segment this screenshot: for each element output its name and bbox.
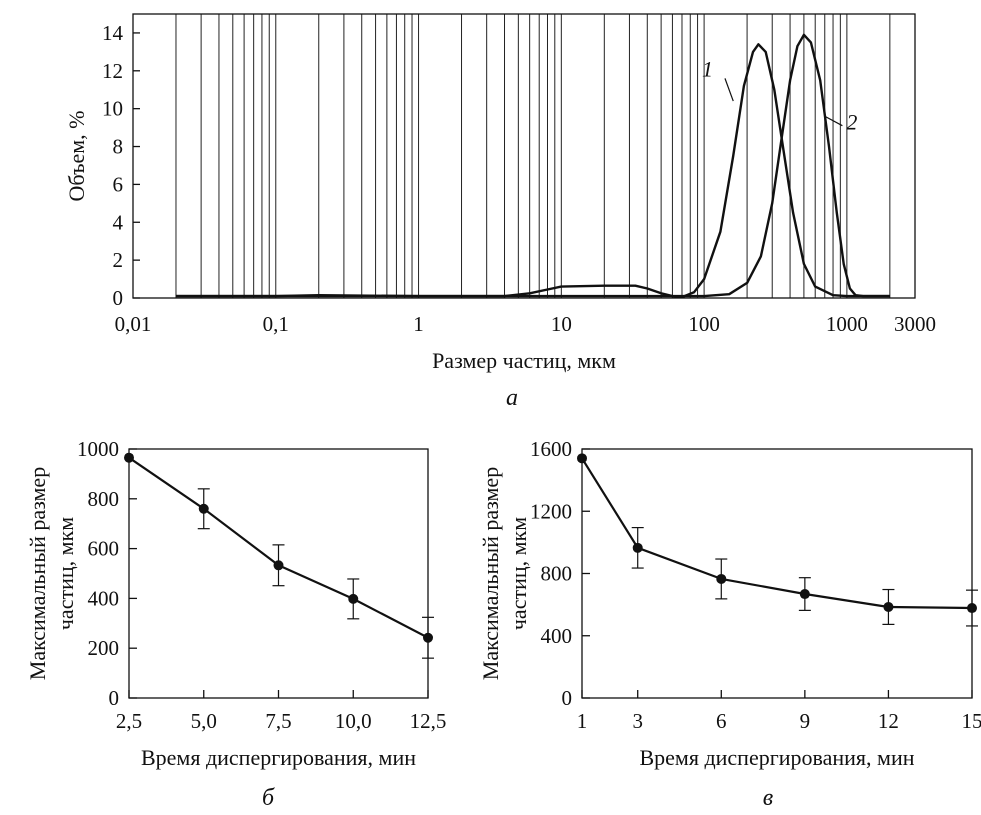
y-axis-label-line2: частиц, мкм bbox=[506, 517, 531, 630]
data-point bbox=[883, 601, 894, 612]
plot-frame bbox=[581, 448, 973, 699]
x-tick-label: 9 bbox=[800, 709, 811, 733]
y-axis-label: Максимальный размер частиц, мкм bbox=[25, 467, 78, 680]
y-axis-label: Максимальный размер частиц, мкм bbox=[478, 467, 531, 680]
panel-caption: б bbox=[262, 785, 275, 811]
x-axis-label: Время диспергирования, мин bbox=[141, 745, 416, 770]
curve-label-leader bbox=[824, 115, 843, 127]
x-tick-label: 2,5 bbox=[116, 709, 142, 733]
curve-label: 1 bbox=[702, 56, 713, 81]
data-point bbox=[967, 603, 977, 614]
series-line bbox=[176, 33, 890, 298]
y-tick-label: 8 bbox=[113, 135, 124, 159]
y-tick-label: 200 bbox=[88, 636, 120, 660]
data-point bbox=[348, 593, 359, 604]
y-axis-label-line1: Максимальный размер bbox=[478, 467, 503, 680]
plot-frame bbox=[132, 13, 916, 299]
x-axis-label: Размер частиц, мкм bbox=[432, 348, 616, 373]
curve-label-leader bbox=[724, 78, 734, 102]
data-point bbox=[632, 542, 643, 553]
x-tick-label: 1000 bbox=[826, 312, 868, 336]
data-point bbox=[577, 453, 587, 464]
y-tick-label: 800 bbox=[541, 562, 573, 586]
x-tick-label: 3000 bbox=[894, 312, 936, 336]
data-point bbox=[716, 573, 727, 584]
x-tick-label: 12,5 bbox=[410, 709, 447, 733]
y-tick-label: 0 bbox=[113, 286, 124, 310]
curve-label: 2 bbox=[846, 110, 857, 135]
y-tick-label: 1600 bbox=[530, 437, 572, 461]
data-point bbox=[198, 503, 209, 514]
chart-c: 0 400 800 1200 1600 1 3 6 9 12 15 Время диспергиров… bbox=[478, 437, 981, 811]
y-tick-label: 6 bbox=[113, 172, 124, 196]
y-axis-label-line2: частиц, мкм bbox=[53, 517, 78, 630]
data-point bbox=[423, 632, 433, 643]
x-tick-label: 12 bbox=[878, 709, 899, 733]
panel-caption: в bbox=[763, 785, 773, 811]
series-line bbox=[176, 43, 890, 299]
x-tick-label: 10 bbox=[551, 312, 572, 336]
y-tick-label: 14 bbox=[102, 21, 124, 45]
data-point bbox=[124, 452, 134, 463]
data-point bbox=[273, 560, 284, 571]
y-tick-label: 1000 bbox=[77, 437, 119, 461]
y-tick-label: 0 bbox=[562, 686, 573, 710]
data-point bbox=[799, 589, 810, 600]
y-tick-label: 10 bbox=[102, 97, 123, 121]
x-tick-label: 1 bbox=[577, 709, 588, 733]
chart-b: 0 200 400 600 800 1000 2,5 5,0 7,5 10,0 12,5 Время … bbox=[25, 437, 446, 811]
y-tick-label: 0 bbox=[109, 686, 120, 710]
x-tick-label: 0,01 bbox=[115, 312, 152, 336]
x-tick-label: 6 bbox=[716, 709, 727, 733]
y-tick-label: 400 bbox=[541, 624, 573, 648]
y-axis-label-line1: Максимальный размер bbox=[25, 467, 50, 680]
panel-caption: а bbox=[506, 385, 518, 411]
y-axis-label: Объем, % bbox=[64, 111, 89, 202]
x-axis-label: Время диспергирования, мин bbox=[639, 745, 914, 770]
x-tick-label: 100 bbox=[688, 312, 720, 336]
x-tick-label: 5,0 bbox=[191, 709, 217, 733]
y-tick-label: 1200 bbox=[530, 499, 572, 523]
y-tick-label: 400 bbox=[88, 586, 120, 610]
series-line bbox=[581, 457, 973, 610]
y-tick-label: 12 bbox=[102, 59, 123, 83]
x-tick-label: 0,1 bbox=[263, 312, 289, 336]
y-tick-label: 2 bbox=[113, 248, 124, 272]
y-tick-label: 600 bbox=[88, 537, 120, 561]
y-tick-label: 4 bbox=[113, 210, 124, 234]
x-tick-label: 3 bbox=[632, 709, 643, 733]
y-tick-label: 800 bbox=[88, 487, 120, 511]
x-tick-label: 7,5 bbox=[265, 709, 291, 733]
x-tick-label: 1 bbox=[413, 312, 424, 336]
x-tick-label: 10,0 bbox=[335, 709, 372, 733]
x-tick-label: 15 bbox=[962, 709, 981, 733]
